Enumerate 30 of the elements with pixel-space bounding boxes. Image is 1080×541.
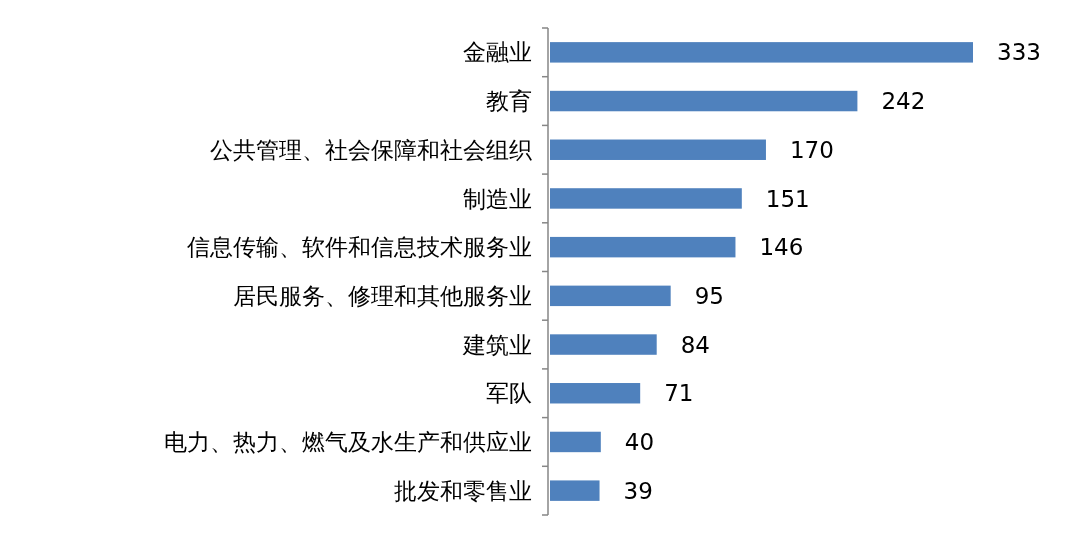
y-tick-label: 公共管理、社会保障和社会组织 bbox=[210, 136, 532, 163]
y-tick-label: 信息传输、软件和信息技术服务业 bbox=[187, 234, 532, 261]
bar bbox=[550, 285, 671, 307]
y-tick-label: 制造业 bbox=[463, 185, 532, 212]
bar bbox=[550, 139, 766, 160]
y-tick-label: 金融业 bbox=[463, 39, 532, 66]
bar bbox=[550, 431, 601, 453]
y-tick-label: 批发和零售业 bbox=[394, 477, 532, 504]
data-label: 40 bbox=[624, 429, 655, 455]
y-tick-label: 军队 bbox=[486, 380, 532, 407]
data-label: 242 bbox=[881, 88, 926, 115]
y-tick-label: 建筑业 bbox=[462, 331, 532, 358]
bar bbox=[550, 236, 736, 258]
y-tick-label: 教育 bbox=[486, 88, 532, 115]
bar bbox=[550, 334, 657, 355]
bar bbox=[550, 42, 973, 63]
data-label: 151 bbox=[765, 185, 810, 212]
bar bbox=[550, 90, 858, 112]
data-label: 333 bbox=[997, 39, 1041, 66]
bar bbox=[550, 383, 641, 404]
data-label: 39 bbox=[623, 477, 653, 504]
data-label: 84 bbox=[680, 331, 710, 358]
data-label: 146 bbox=[759, 234, 804, 261]
data-label: 170 bbox=[789, 136, 834, 163]
y-tick-label: 居民服务、修理和其他服务业 bbox=[233, 282, 532, 309]
bar bbox=[550, 188, 742, 209]
data-label: 71 bbox=[664, 380, 694, 407]
y-tick-label: 电力、热力、燃气及水生产和供应业 bbox=[164, 429, 532, 455]
bar bbox=[550, 480, 600, 501]
data-label: 95 bbox=[694, 282, 724, 309]
